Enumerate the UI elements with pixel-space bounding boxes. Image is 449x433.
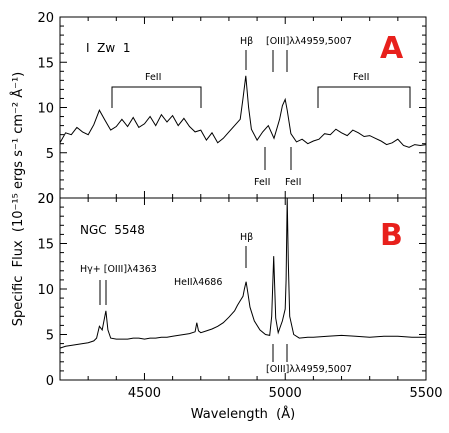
x-tick-label: 5000 xyxy=(269,386,302,401)
panel-a-feii-right-label: FeII xyxy=(353,72,369,83)
panel-a-feii-left-label: FeII xyxy=(145,72,161,83)
y-tick-label: 0 xyxy=(46,374,54,389)
panel-a-oiii-label: [OIII]λλ4959,5007 xyxy=(266,36,352,47)
panel-a-object-name: I Zw 1 xyxy=(86,41,130,55)
panel-b-object-name: NGC 5548 xyxy=(80,223,145,237)
panel-b-hbeta-label: Hβ xyxy=(240,232,253,243)
panel-b-ticks: 0 5 10 15 20 4500 5000 5500 xyxy=(37,192,442,401)
panel-a-feii-right-bracket xyxy=(317,86,411,108)
y-tick-label: 10 xyxy=(37,102,54,117)
y-tick-label: 5 xyxy=(46,329,54,344)
y-tick-label: 15 xyxy=(37,238,54,253)
y-tick-label: 20 xyxy=(37,192,54,207)
y-tick-label: 0 xyxy=(46,192,54,207)
panel-b-heii-label: HeIIλ4686 xyxy=(174,277,222,288)
y-axis-title: Specific Flux (10⁻¹⁵ ergs s⁻¹ cm⁻² Å⁻¹) xyxy=(10,72,26,326)
panel-a-feii-low-label-1: FeII xyxy=(254,177,270,188)
x-tick-label: 4500 xyxy=(128,386,161,401)
panel-a-label: A xyxy=(380,31,404,66)
panel-a-hbeta-label: Hβ xyxy=(240,36,253,47)
panel-b-oiii-label: [OIII]λλ4959,5007 xyxy=(266,364,352,375)
panel-b-spectrum-line xyxy=(59,197,426,349)
panel-b-label: B xyxy=(380,218,403,253)
panel-a-feii-low-label-2: FeII xyxy=(285,177,301,188)
panel-a-ticks: 0 5 10 15 20 xyxy=(37,11,427,207)
y-tick-label: 10 xyxy=(37,283,54,298)
panel-b-hgamma-label: Hγ+ [OIII]λ4363 xyxy=(80,264,157,275)
y-tick-label: 5 xyxy=(46,147,54,162)
panel-a-feii-left-bracket xyxy=(111,86,202,108)
y-tick-label: 15 xyxy=(37,56,54,71)
y-tick-label: 20 xyxy=(37,11,54,26)
x-tick-label: 5500 xyxy=(409,386,442,401)
x-axis-title: Wavelength (Å) xyxy=(191,406,295,422)
panel-a-spectrum-line xyxy=(59,75,427,148)
